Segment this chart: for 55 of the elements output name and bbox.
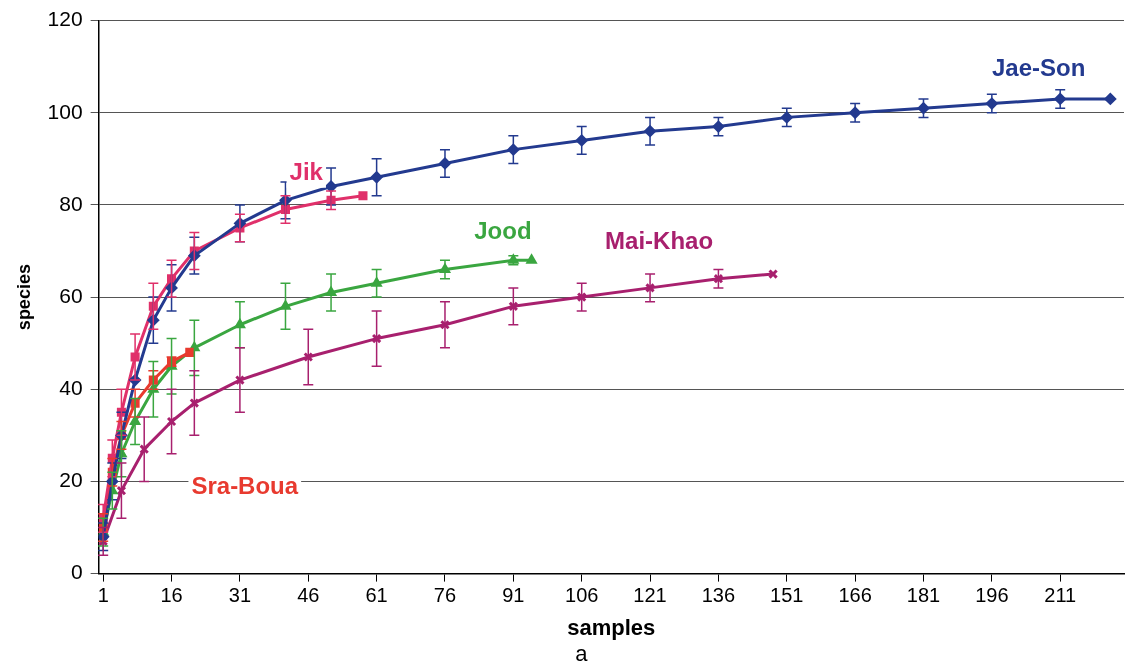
x-tick-label: 121 bbox=[633, 584, 667, 607]
x-tick-label: 31 bbox=[228, 584, 252, 607]
point bbox=[712, 120, 725, 133]
text: Sra-Boua bbox=[191, 472, 299, 500]
text: a bbox=[575, 641, 589, 667]
y-tick-label: 20 bbox=[59, 468, 83, 492]
point bbox=[713, 273, 724, 284]
x-tick-label: 196 bbox=[975, 584, 1009, 607]
point bbox=[148, 301, 158, 311]
point bbox=[303, 351, 314, 363]
series-label: Jae-Son bbox=[991, 53, 1086, 81]
point bbox=[439, 319, 451, 330]
point bbox=[526, 254, 537, 264]
point bbox=[166, 416, 177, 427]
point bbox=[575, 134, 588, 147]
y-tick-label: 120 bbox=[47, 7, 83, 31]
series-label: Mai-Khao bbox=[605, 226, 714, 254]
y-tick-label: 40 bbox=[59, 376, 83, 400]
point bbox=[576, 292, 587, 303]
point bbox=[280, 300, 291, 310]
point bbox=[371, 277, 382, 287]
point bbox=[185, 347, 195, 357]
point bbox=[139, 444, 150, 455]
point bbox=[358, 191, 368, 201]
y-tick-label: 80 bbox=[59, 191, 83, 215]
x-tick-label: 166 bbox=[838, 584, 872, 607]
point bbox=[189, 398, 200, 409]
x-tick-label: 211 bbox=[1044, 584, 1077, 607]
point bbox=[371, 333, 382, 344]
point bbox=[370, 171, 383, 184]
point bbox=[1104, 92, 1117, 105]
y-axis-title: species bbox=[13, 264, 34, 331]
point bbox=[280, 205, 291, 215]
x-tick-label: 61 bbox=[365, 584, 388, 607]
x-tick-label: 16 bbox=[160, 584, 183, 607]
point bbox=[234, 375, 245, 386]
x-tick-label: 106 bbox=[565, 584, 599, 607]
x-tick-label: 91 bbox=[502, 584, 525, 607]
x-tick-label: 1 bbox=[97, 584, 109, 607]
point bbox=[507, 143, 520, 156]
point bbox=[917, 102, 930, 115]
x-axis-title: samples bbox=[567, 614, 656, 640]
series-label: Jood bbox=[474, 216, 532, 244]
y-tick-label: 60 bbox=[59, 283, 83, 307]
x-tick-label: 46 bbox=[297, 584, 320, 607]
x-tick-label: 151 bbox=[770, 584, 804, 607]
x-tick-label: 181 bbox=[906, 584, 941, 607]
y-tick-label: 100 bbox=[47, 99, 83, 123]
y-tick-label: 0 bbox=[70, 560, 83, 584]
x-tick-label: 76 bbox=[433, 584, 457, 607]
series-label: Jik bbox=[289, 158, 324, 186]
point bbox=[645, 282, 656, 293]
point bbox=[116, 485, 127, 496]
point bbox=[508, 301, 519, 312]
x-tick-label: 136 bbox=[701, 584, 736, 607]
